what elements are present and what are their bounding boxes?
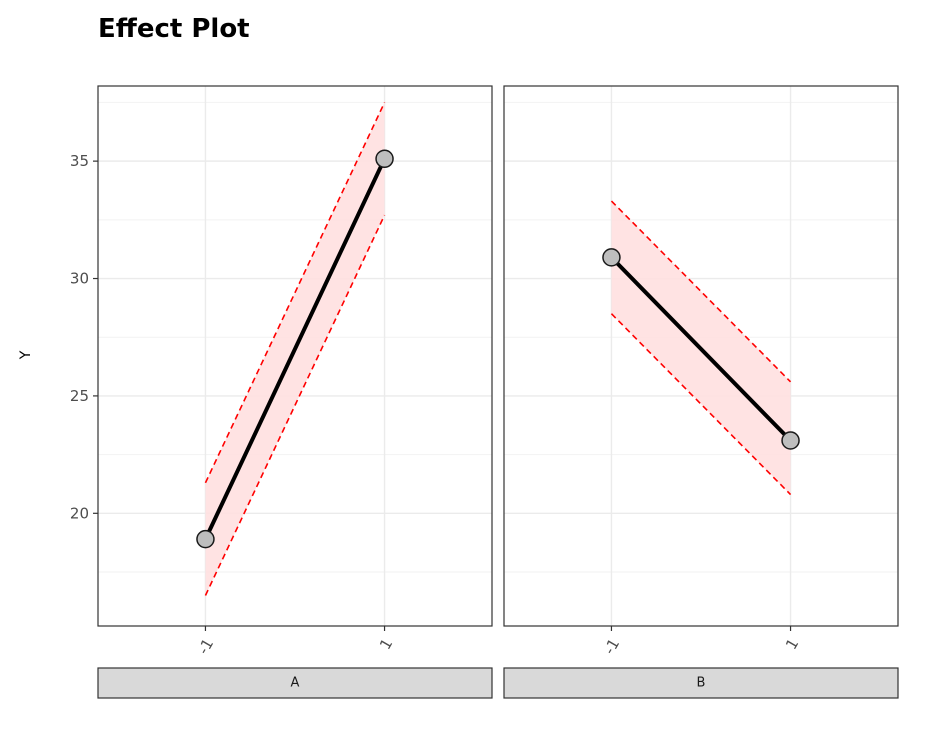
effect-line (610, 255, 792, 442)
panel-a: -1 1 A (97, 85, 493, 699)
y-tick-label: 35 (70, 152, 89, 170)
strip-background (97, 667, 493, 699)
y-axis-label: Y (18, 350, 34, 360)
data-point (781, 431, 800, 450)
upper-ci-line (610, 200, 792, 383)
upper-ci-line (204, 102, 386, 484)
data-point (196, 529, 215, 549)
panels: -1 1 A -1 1 B 20 25 30 35 (70, 85, 899, 699)
panel-border (97, 85, 493, 627)
strip-label-b: B (697, 676, 706, 691)
effect-line (203, 157, 387, 540)
x-tick-label: -1 (600, 636, 623, 658)
x-tick-label: 1 (376, 636, 396, 653)
y-tick-label: 25 (70, 387, 89, 405)
x-tick-label: -1 (194, 636, 217, 658)
y-tick-label: 20 (70, 504, 89, 522)
y-tick-label: 30 (70, 270, 89, 288)
lower-ci-line (204, 214, 386, 596)
panel-border (503, 85, 899, 627)
x-tick-label: 1 (782, 636, 802, 653)
strip-background (503, 667, 899, 699)
chart-title: Effect Plot (98, 14, 250, 44)
strip-label-a: A (291, 676, 300, 691)
data-point (602, 248, 621, 267)
panel-b: -1 1 B (503, 85, 899, 699)
data-point (375, 149, 394, 169)
lower-ci-line (610, 313, 792, 496)
